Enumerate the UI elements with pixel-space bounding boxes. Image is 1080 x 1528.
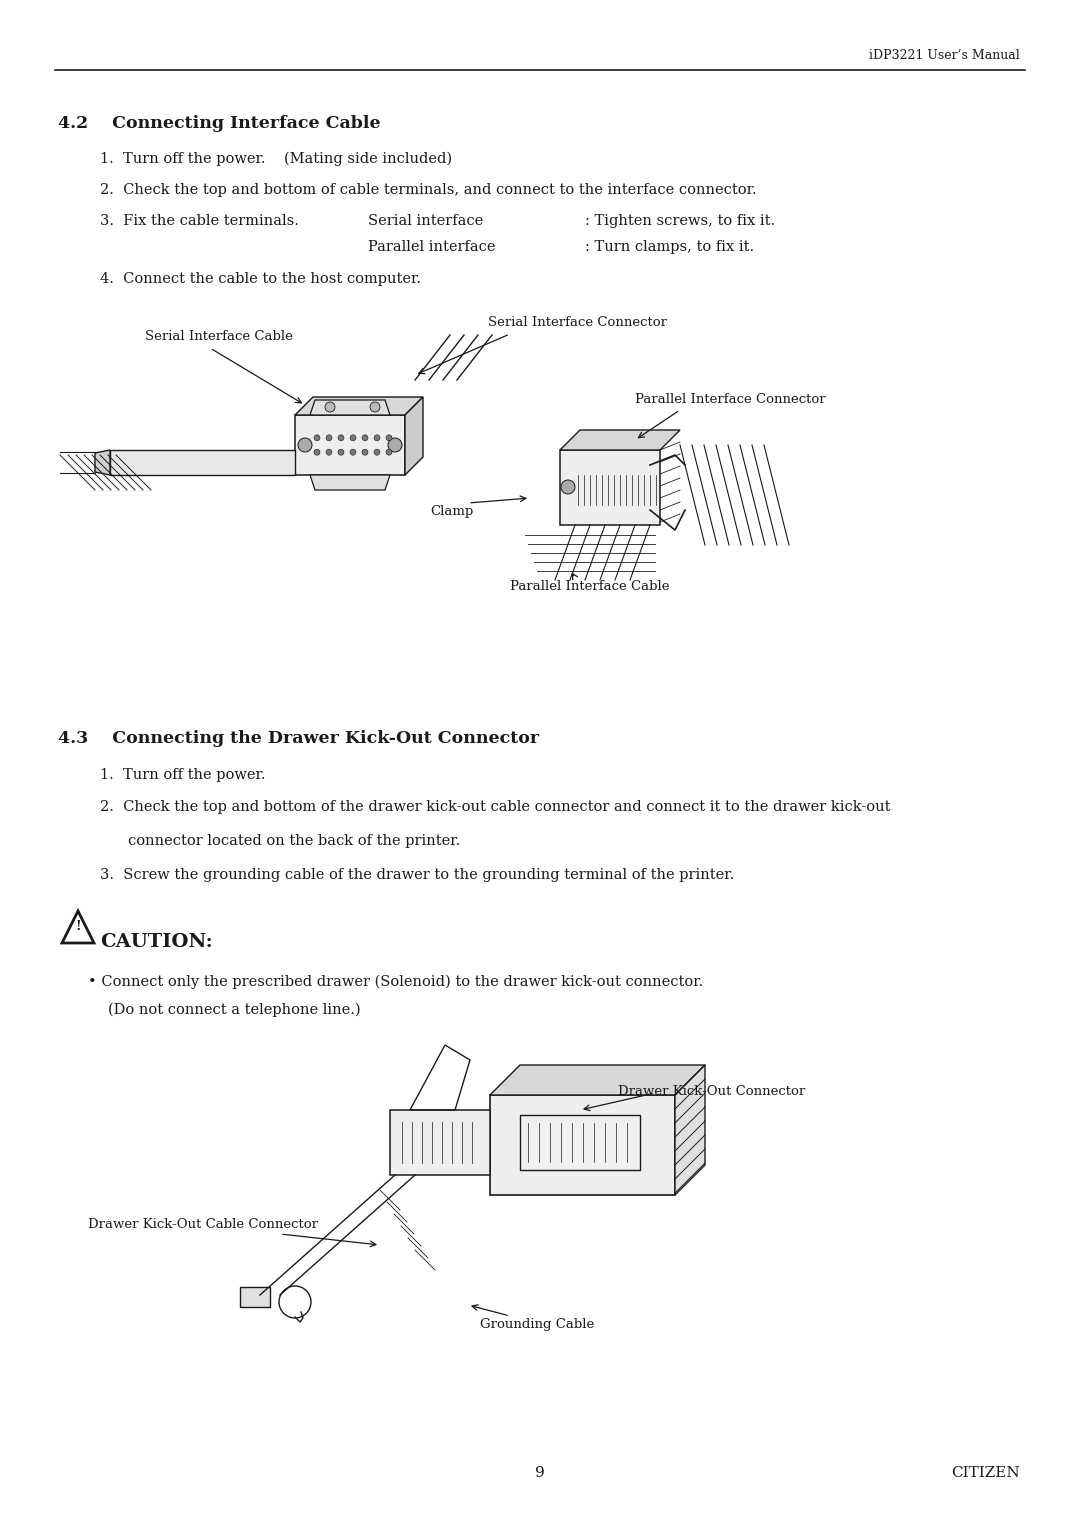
Text: : Turn clamps, to fix it.: : Turn clamps, to fix it.: [585, 240, 754, 254]
Text: • Connect only the prescribed drawer (Solenoid) to the drawer kick-out connector: • Connect only the prescribed drawer (So…: [87, 975, 703, 990]
Text: 4.3    Connecting the Drawer Kick-Out Connector: 4.3 Connecting the Drawer Kick-Out Conne…: [58, 730, 539, 747]
Circle shape: [326, 435, 332, 440]
Circle shape: [325, 402, 335, 413]
Circle shape: [388, 439, 402, 452]
Polygon shape: [95, 451, 110, 475]
Circle shape: [350, 449, 356, 455]
Polygon shape: [405, 397, 423, 475]
Circle shape: [362, 449, 368, 455]
Text: Parallel Interface Cable: Parallel Interface Cable: [510, 581, 670, 593]
Polygon shape: [390, 1109, 490, 1175]
Text: !: !: [76, 920, 81, 934]
Polygon shape: [310, 475, 390, 490]
Circle shape: [362, 435, 368, 440]
Text: Grounding Cable: Grounding Cable: [480, 1319, 594, 1331]
Polygon shape: [675, 1065, 705, 1195]
Text: 3.  Fix the cable terminals.: 3. Fix the cable terminals.: [100, 214, 299, 228]
Polygon shape: [561, 429, 680, 451]
Circle shape: [314, 435, 320, 440]
Text: Parallel interface: Parallel interface: [368, 240, 496, 254]
Polygon shape: [490, 1065, 705, 1096]
Text: 4.2    Connecting Interface Cable: 4.2 Connecting Interface Cable: [58, 115, 380, 131]
Text: (Do not connect a telephone line.): (Do not connect a telephone line.): [108, 1002, 361, 1018]
Text: 4.  Connect the cable to the host computer.: 4. Connect the cable to the host compute…: [100, 272, 421, 286]
Polygon shape: [295, 397, 423, 416]
Circle shape: [386, 449, 392, 455]
Text: 2.  Check the top and bottom of the drawer kick-out cable connector and connect : 2. Check the top and bottom of the drawe…: [100, 801, 891, 814]
Text: Serial Interface Connector: Serial Interface Connector: [488, 316, 667, 329]
Polygon shape: [310, 400, 390, 416]
Text: Drawer Kick-Out Connector: Drawer Kick-Out Connector: [618, 1085, 806, 1099]
Text: 2.  Check the top and bottom of cable terminals, and connect to the interface co: 2. Check the top and bottom of cable ter…: [100, 183, 757, 197]
Circle shape: [338, 449, 345, 455]
Circle shape: [326, 449, 332, 455]
Circle shape: [298, 439, 312, 452]
Text: Drawer Kick-Out Cable Connector: Drawer Kick-Out Cable Connector: [87, 1218, 318, 1232]
Circle shape: [561, 480, 575, 494]
Circle shape: [350, 435, 356, 440]
Text: : Tighten screws, to fix it.: : Tighten screws, to fix it.: [585, 214, 775, 228]
Polygon shape: [561, 451, 660, 526]
Text: CITIZEN: CITIZEN: [951, 1465, 1020, 1481]
Circle shape: [314, 449, 320, 455]
Circle shape: [374, 435, 380, 440]
Text: 3.  Screw the grounding cable of the drawer to the grounding terminal of the pri: 3. Screw the grounding cable of the draw…: [100, 868, 734, 882]
Polygon shape: [240, 1287, 270, 1306]
Polygon shape: [295, 416, 405, 475]
Circle shape: [374, 449, 380, 455]
Text: 1.  Turn off the power.: 1. Turn off the power.: [100, 769, 266, 782]
Text: Parallel Interface Connector: Parallel Interface Connector: [635, 393, 825, 406]
Text: iDP3221 User’s Manual: iDP3221 User’s Manual: [869, 49, 1020, 63]
Text: Serial interface: Serial interface: [368, 214, 483, 228]
Text: 9: 9: [535, 1465, 545, 1481]
Text: Clamp: Clamp: [430, 504, 473, 518]
Text: connector located on the back of the printer.: connector located on the back of the pri…: [129, 834, 460, 848]
Polygon shape: [110, 451, 295, 475]
Text: Serial Interface Cable: Serial Interface Cable: [145, 330, 293, 342]
Circle shape: [370, 402, 380, 413]
Polygon shape: [490, 1096, 675, 1195]
Text: CAUTION:: CAUTION:: [100, 934, 213, 950]
Circle shape: [338, 435, 345, 440]
Text: 1.  Turn off the power.    (Mating side included): 1. Turn off the power. (Mating side incl…: [100, 151, 453, 167]
Polygon shape: [519, 1115, 640, 1170]
Circle shape: [386, 435, 392, 440]
